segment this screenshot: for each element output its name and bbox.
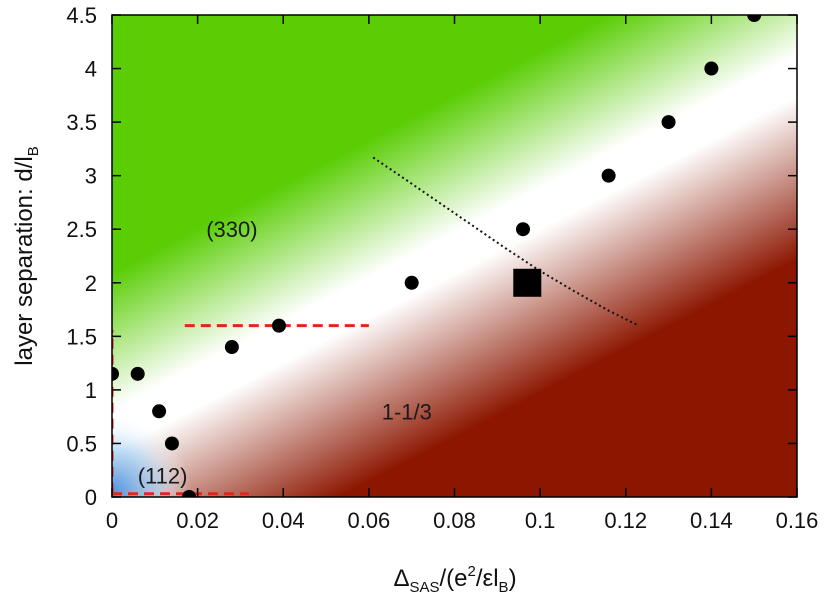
- data-point: [152, 404, 167, 419]
- y-tick-label: 3.5: [66, 110, 97, 135]
- x-tick-label: 0.14: [690, 508, 733, 533]
- plot-area: (330) 1-1/3 (112): [112, 15, 797, 497]
- y-tick-label: 2.5: [66, 217, 97, 242]
- y-tick-label: 4: [85, 57, 97, 82]
- x-tick-label: 0.16: [776, 508, 819, 533]
- y-tick-label: 4.5: [66, 3, 97, 28]
- y-tick-labels: 0 0.5 1 1.5 2 2.5 3 3.5 4 4.5: [66, 3, 97, 510]
- data-point: [404, 275, 419, 290]
- region-label: (330): [206, 217, 257, 242]
- x-tick-label: 0.04: [262, 508, 305, 533]
- blue-phase-overlay: [112, 15, 797, 497]
- region-label: (112): [138, 464, 188, 489]
- axis-ticks: [111, 14, 798, 498]
- y-tick-label: 0.5: [66, 431, 97, 456]
- x-tick-label: 0.08: [433, 508, 476, 533]
- data-point: [182, 490, 197, 497]
- region-label: 1-1/3: [382, 399, 432, 424]
- x-tick-label: 0.06: [347, 508, 390, 533]
- data-point: [516, 222, 530, 237]
- data-point: [661, 115, 676, 130]
- data-point: [601, 168, 616, 183]
- data-point: [704, 61, 719, 76]
- x-tick-label: 0.02: [176, 508, 219, 533]
- y-axis-title: layer separation: d/lB: [11, 146, 42, 365]
- data-markers: [112, 15, 762, 497]
- x-tick-labels: 0 0.02 0.04 0.06 0.08 0.1 0.12 0.14 0.16: [106, 508, 819, 533]
- data-point: [271, 318, 286, 333]
- x-tick-label: 0: [106, 508, 118, 533]
- y-tick-label: 1: [85, 378, 97, 403]
- data-point: [112, 366, 119, 381]
- y-tick-label: 3: [85, 164, 97, 189]
- x-tick-label: 0.1: [525, 508, 556, 533]
- y-tick-label: 2: [85, 271, 97, 296]
- data-point: [164, 436, 179, 451]
- dotted-curve: [372, 156, 640, 327]
- region-labels: (330) 1-1/3 (112): [138, 217, 432, 488]
- x-tick-label: 0.12: [604, 508, 647, 533]
- data-point: [747, 15, 762, 22]
- data-point: [224, 340, 239, 355]
- data-point: [130, 366, 145, 381]
- dashed-lines: [112, 324, 369, 496]
- y-tick-label: 0: [85, 485, 97, 510]
- highlight-square-marker: [513, 268, 542, 297]
- y-tick-label: 1.5: [66, 324, 97, 349]
- x-axis-title: ΔSAS/(e2/εlB): [393, 563, 516, 596]
